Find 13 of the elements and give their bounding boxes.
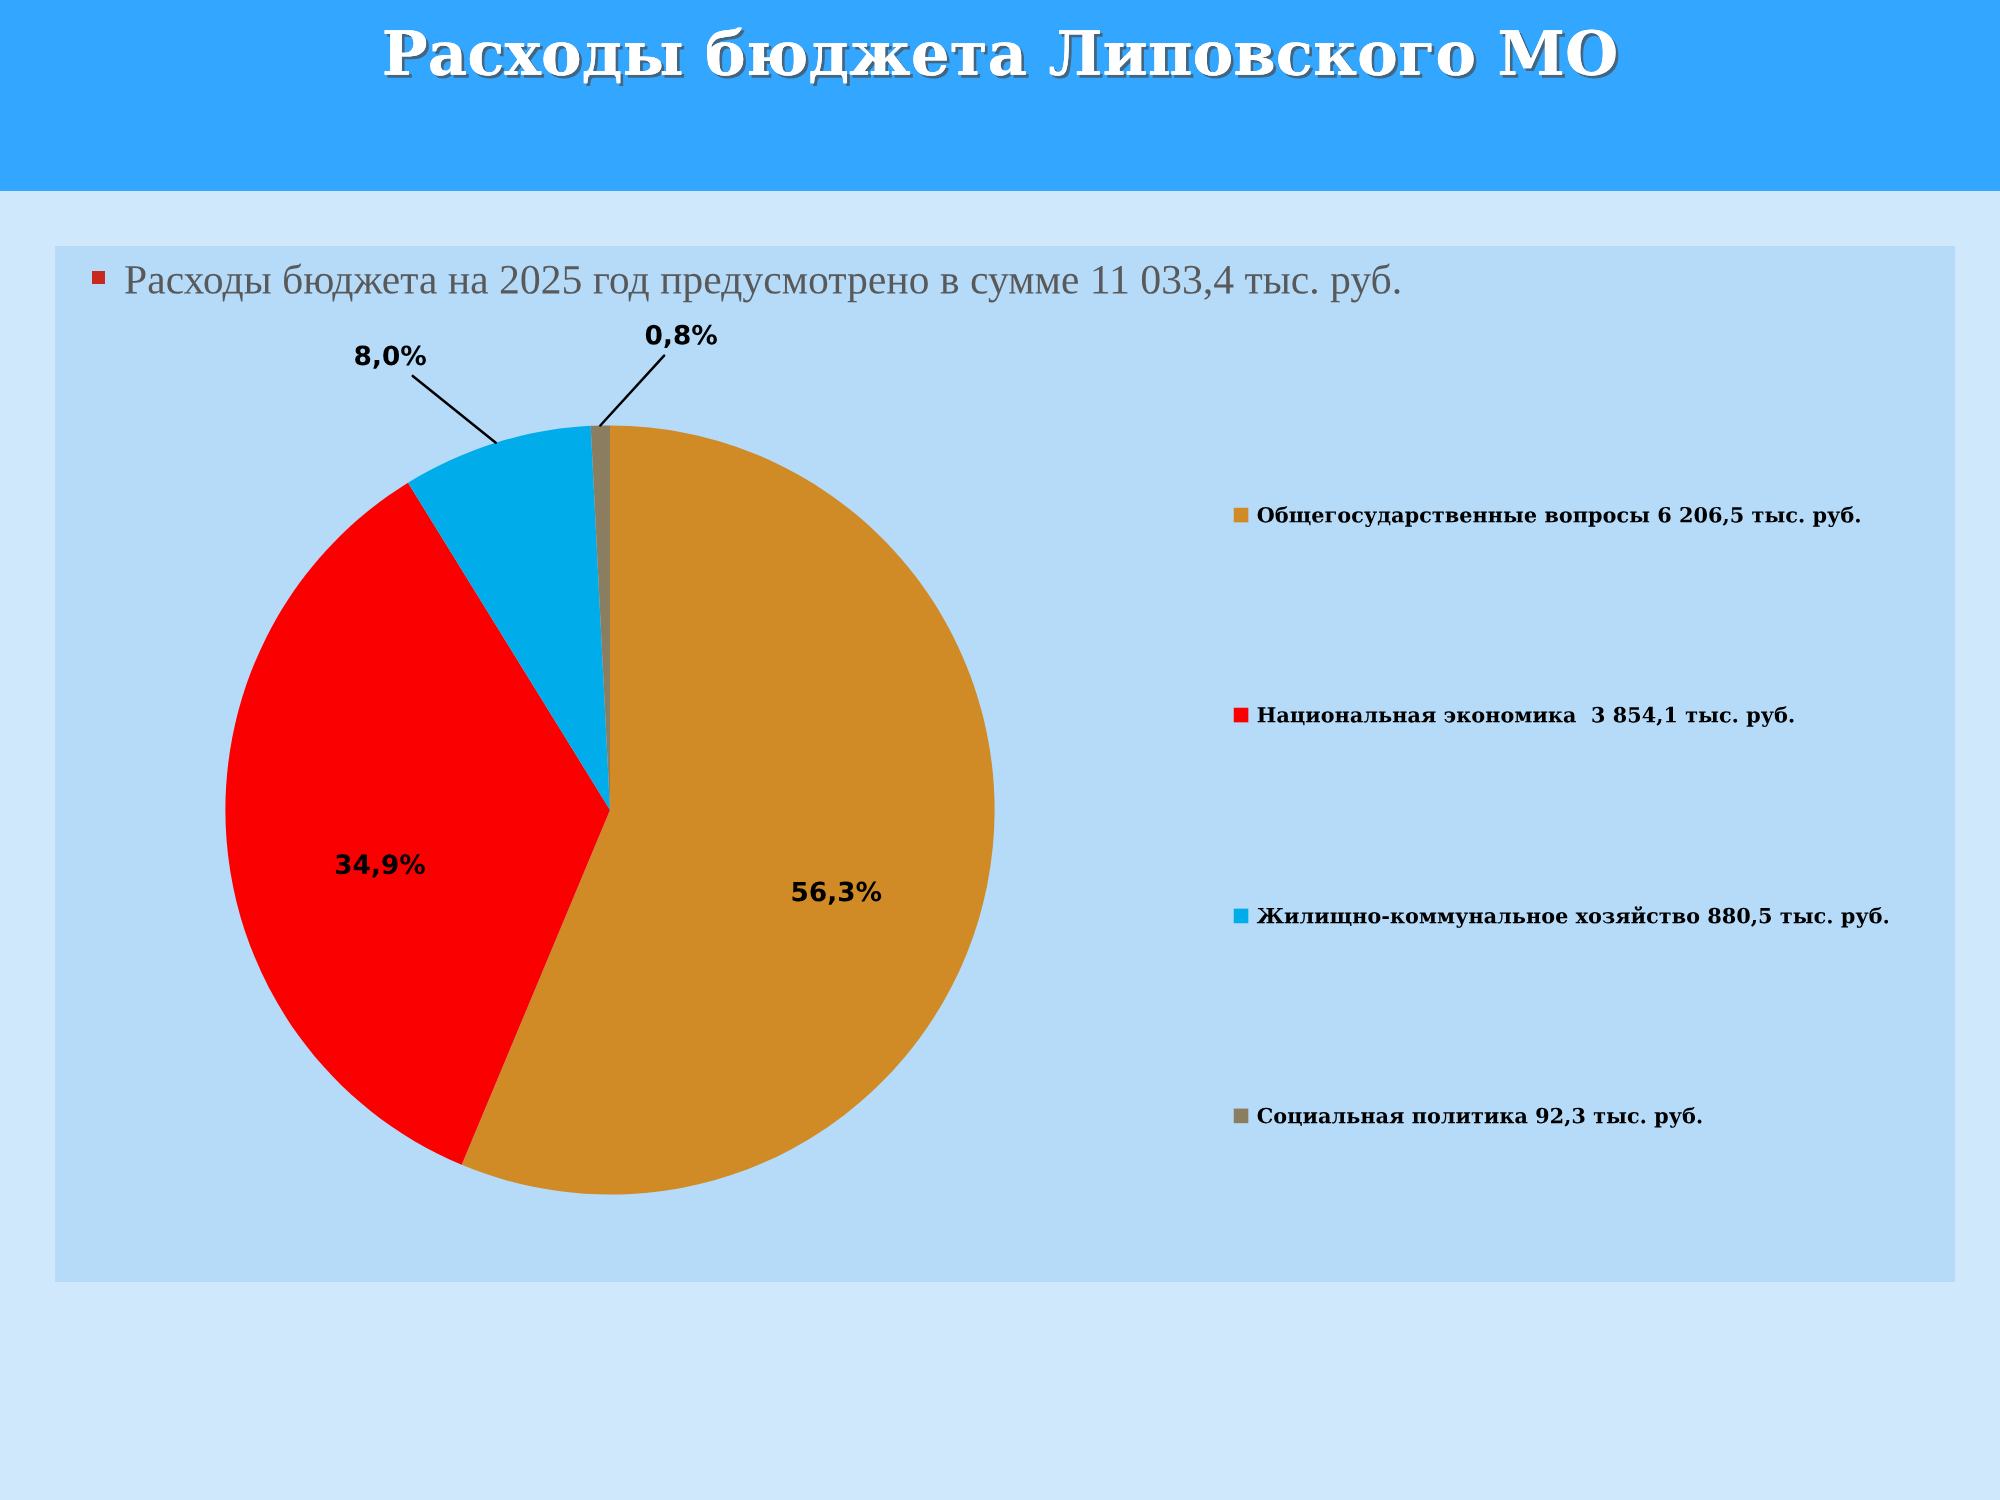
legend-label: Социальная политика 92,3 тыс. руб.: [1257, 1107, 1702, 1128]
chart-title: Расходы бюджета Липовского МО: [384, 27, 1619, 87]
data-label: 0,8%: [645, 324, 717, 349]
legend-label: Жилищно-коммунальное хозяйство 880,5 тыс. руб.: [1256, 906, 1889, 928]
data-label: 34,9%: [335, 854, 425, 878]
pie-slice: [225, 482, 610, 1165]
pie-slice: [461, 425, 995, 1195]
data-label: 8,0%: [355, 345, 426, 369]
pie-slice: [408, 425, 610, 810]
legend-label: Общегосударственные вопросы 6 206,5 тыс. руб.: [1257, 506, 1860, 527]
legend-label: Национальная экономика 3 854,1 тыс. руб.: [1257, 706, 1794, 727]
chart-subtitle: Расходы бюджета на 2025 год предусмотрено в сумме 11 033,4 тыс. руб.: [125, 263, 1400, 303]
data-label: 56,3%: [792, 881, 882, 905]
